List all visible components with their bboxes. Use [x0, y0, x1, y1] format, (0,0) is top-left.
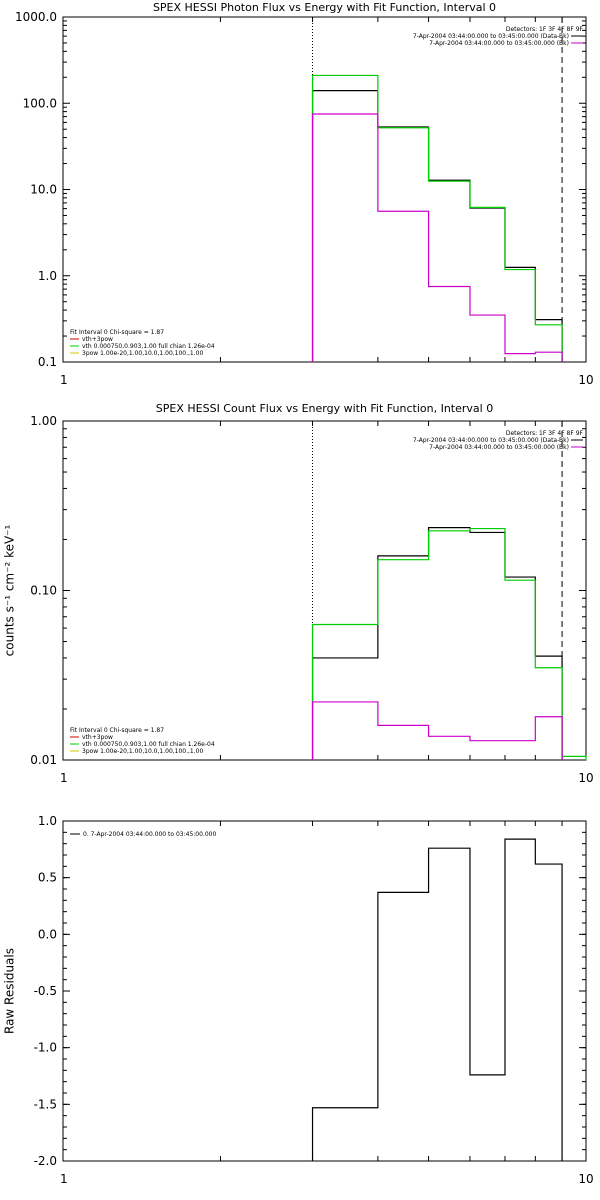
- y-axis-label: counts s⁻¹ cm⁻² keV⁻¹: [3, 524, 17, 656]
- y-tick-label: 0.01: [30, 753, 57, 767]
- legend-header: Fit Interval 0 Chi-square = 1.87: [70, 727, 164, 734]
- panel-3: Raw Residuals -2.0 -1.5 -1.0 -0.5 0.0 0.5 1.0 1 1…: [3, 814, 594, 1186]
- legend-entry: vth 0.000750,0.903,1.00 full chian 1.26e…: [82, 343, 215, 350]
- series-step-line: [311, 701, 563, 760]
- legend-entry: vth 0.000750,0.903,1.00 full chian 1.26e…: [82, 741, 215, 748]
- series-step-line: [311, 527, 587, 760]
- legend-entry: vth+3pow: [82, 336, 113, 343]
- legend-entry: 7-Apr-2004 03:44:00.000 to 03:45:00.000 …: [413, 33, 569, 40]
- y-tick-label: 0.1: [38, 355, 57, 369]
- panel-2: SPEX HESSI Count Flux vs Energy with Fit…: [3, 402, 594, 785]
- legend-entry: vth+3pow: [82, 734, 113, 741]
- series-step-line: [311, 74, 563, 362]
- legend-header: Fit Interval 0 Chi-square = 1.87: [70, 329, 164, 336]
- y-tick-label: -0.5: [34, 984, 57, 998]
- plot-frame: [62, 16, 587, 363]
- y-tick-label: 1.00: [30, 414, 57, 428]
- x-tick-label: 1: [60, 373, 68, 387]
- y-axis-label: Raw Residuals: [3, 948, 17, 1034]
- y-tick-label: 0.5: [38, 871, 57, 885]
- legend-entry: 7-Apr-2004 03:44:00.000 to 03:45:00.000 …: [413, 437, 569, 444]
- panel-1: SPEX HESSI Photon Flux vs Energy with Fi…: [15, 1, 594, 387]
- y-tick-label: 0.10: [30, 584, 57, 598]
- series-step-line: [311, 527, 563, 760]
- y-tick-label: 1.0: [38, 814, 57, 828]
- plot-frame: [62, 820, 587, 1162]
- y-tick-label: 0.0: [38, 927, 57, 941]
- legend-entry: 3pow 1.00e-20,1.00,10.0,1.00,100.,1.00: [82, 350, 203, 357]
- legend-header: Detectors: 1F 3F 4F 8F 9F: [506, 26, 584, 33]
- y-tick-label: 10.0: [30, 183, 57, 197]
- y-tick-label: -1.5: [34, 1097, 57, 1111]
- x-tick-label: 10: [578, 373, 593, 387]
- y-tick-label: 1.0: [38, 269, 57, 283]
- legend-entry: 0. 7-Apr-2004 03:44:00.000 to 03:45:00.0…: [83, 831, 216, 838]
- series-step-line: [311, 90, 563, 362]
- legend-entry: 7-Apr-2004 03:44:00.000 to 03:45:00.000 …: [429, 40, 569, 47]
- y-tick-label: -1.0: [34, 1041, 57, 1055]
- x-tick-label: 10: [578, 1172, 593, 1186]
- series-step-line: [311, 838, 563, 1161]
- x-tick-label: 10: [578, 771, 593, 785]
- y-tick-label: 100.0: [23, 96, 57, 110]
- y-tick-label: -2.0: [34, 1154, 57, 1168]
- x-tick-label: 1: [60, 1172, 68, 1186]
- plot-frame: [62, 420, 587, 761]
- legend-entry: 3pow 1.00e-20,1.00,10.0,1.00,100.,1.00: [82, 748, 203, 755]
- legend-entry: 7-Apr-2004 03:44:00.000 to 03:45:00.000 …: [429, 444, 569, 451]
- series-step-line: [311, 113, 563, 362]
- y-tick-label: 1000.0: [15, 10, 57, 24]
- legend-header: Detectors: 1F 3F 4F 8F 9F: [506, 430, 584, 437]
- x-tick-label: 1: [60, 771, 68, 785]
- chart-title: SPEX HESSI Photon Flux vs Energy with Fi…: [153, 1, 496, 14]
- chart-title: SPEX HESSI Count Flux vs Energy with Fit…: [156, 402, 493, 415]
